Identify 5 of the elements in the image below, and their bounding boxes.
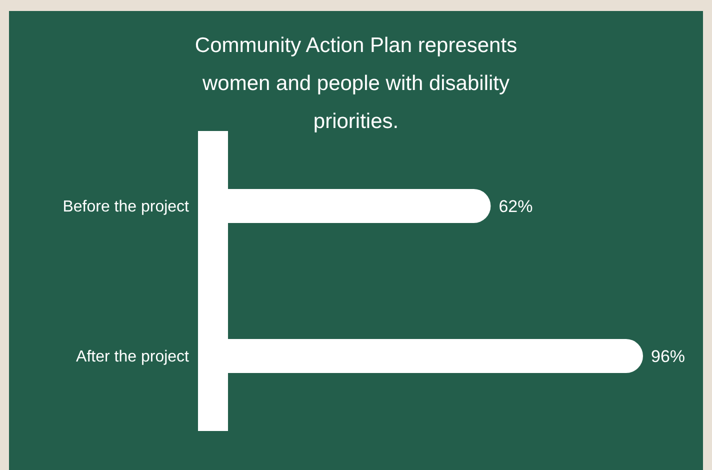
data-label: 62% bbox=[498, 197, 533, 216]
chart-title: Community Action Plan represents women and people with disability priorities. bbox=[194, 33, 518, 135]
data-label: 96% bbox=[651, 347, 686, 366]
y-tick-label: Before the project bbox=[62, 198, 190, 216]
y-tick-label: After the project bbox=[76, 348, 190, 366]
